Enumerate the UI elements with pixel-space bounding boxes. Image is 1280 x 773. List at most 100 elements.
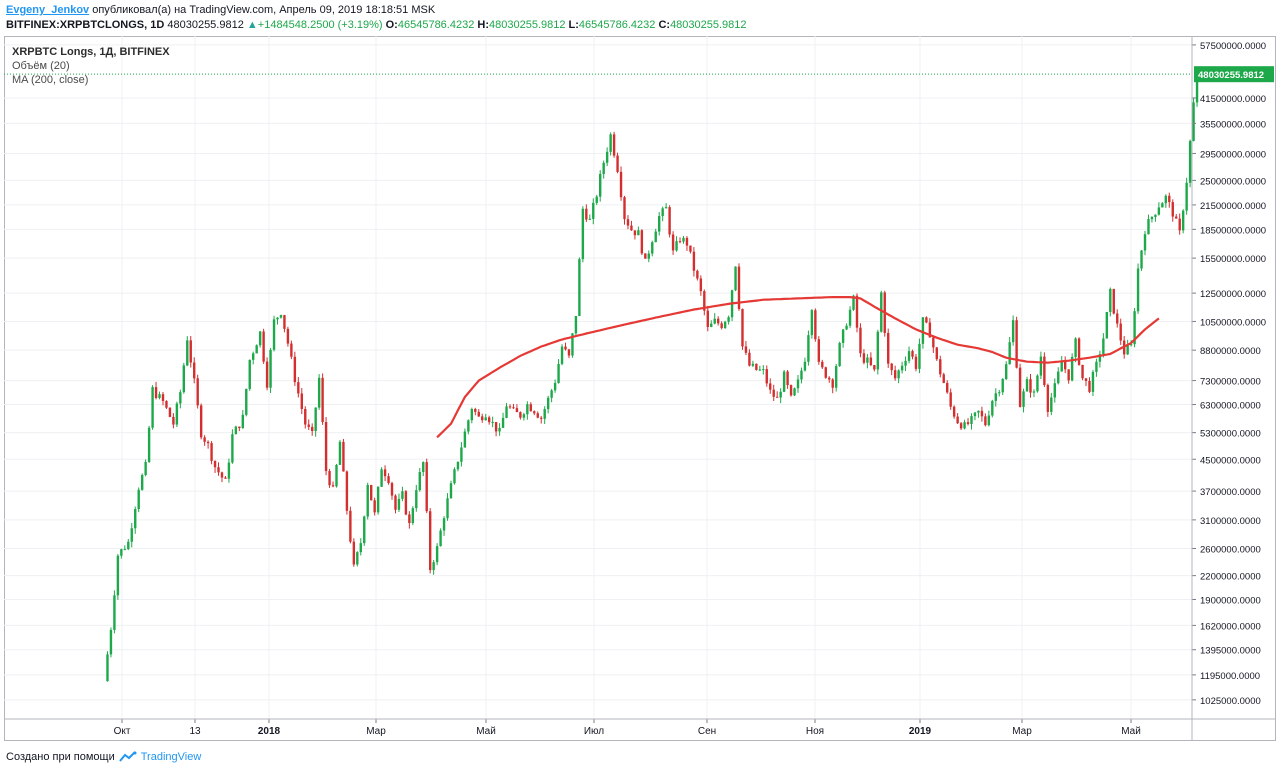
- candle-body: [900, 365, 904, 371]
- candle-body: [1039, 356, 1043, 376]
- candle-body: [342, 441, 345, 472]
- candle-body: [647, 253, 650, 259]
- price-chart[interactable]: Окт 13 2018 Мар Май Июл Сен Ноя 2019 Мар Май 575000…: [4, 36, 1276, 741]
- candle-body: [147, 427, 151, 462]
- candle-body: [1025, 379, 1029, 392]
- candle-body: [859, 327, 862, 354]
- y-tick-label: 1025000.0000: [1200, 696, 1261, 707]
- candle-body: [966, 422, 970, 424]
- candle-body: [626, 219, 630, 226]
- last-price: 48030255.9812: [167, 19, 244, 31]
- candle-body: [106, 654, 109, 682]
- candle-body: [619, 171, 623, 198]
- candle-body: [151, 387, 154, 428]
- candle-body: [255, 345, 258, 354]
- close-value: 48030255.9812: [670, 19, 747, 31]
- candle-body: [512, 407, 515, 409]
- candle-body: [1098, 354, 1102, 362]
- candle-body: [258, 331, 262, 346]
- candle-body: [1053, 383, 1056, 398]
- candle-body: [234, 426, 238, 435]
- candle-body: [769, 383, 772, 390]
- candle-body: [1032, 391, 1036, 393]
- candle-body: [779, 391, 782, 398]
- candle-body: [956, 416, 959, 424]
- candle-body: [238, 426, 241, 429]
- candle-body: [706, 310, 709, 327]
- candle-body: [557, 363, 560, 383]
- candle-body: [1147, 219, 1150, 235]
- y-tick-label: 6300000.0000: [1200, 401, 1261, 412]
- candle-body: [127, 541, 130, 550]
- y-tick-label: 2200000.0000: [1200, 572, 1261, 583]
- candle-body: [1060, 361, 1063, 372]
- candle-body: [359, 543, 362, 553]
- candle-body: [678, 241, 682, 243]
- candle-body: [633, 230, 637, 236]
- y-tick-label: 12500000.0000: [1200, 289, 1266, 300]
- candle-body: [501, 417, 505, 428]
- candle-body: [383, 469, 387, 477]
- candle-body: [401, 491, 404, 499]
- candle-body: [723, 321, 727, 329]
- author-link[interactable]: Evgeny_Jenkov: [6, 4, 90, 16]
- candle-body: [949, 392, 952, 407]
- grid: [4, 36, 1192, 719]
- candle-body: [248, 359, 251, 389]
- candle-body: [453, 469, 456, 484]
- candle-body: [369, 484, 373, 501]
- candle-body: [456, 461, 460, 470]
- candle-body: [550, 390, 553, 398]
- candle-body: [581, 208, 585, 260]
- candle-body: [203, 437, 206, 442]
- candle-body: [397, 498, 401, 510]
- candle-body: [716, 318, 720, 324]
- candle-body: [796, 379, 800, 389]
- candle-body: [564, 346, 567, 350]
- candle-body: [415, 490, 418, 509]
- candle-body: [786, 371, 789, 386]
- candle-body: [210, 443, 213, 461]
- candle-body: [411, 508, 415, 524]
- candle-body: [567, 349, 571, 356]
- x-tick-label: 2018: [258, 726, 281, 737]
- y-tick-label: 21500000.0000: [1200, 201, 1266, 212]
- candle-body: [1175, 216, 1178, 219]
- candle-body: [213, 460, 217, 468]
- candle-body: [814, 310, 817, 340]
- x-tick-label: Сен: [698, 726, 716, 737]
- candle-body: [272, 319, 276, 350]
- candle-body: [737, 266, 741, 309]
- tradingview-link[interactable]: TradingView: [118, 751, 201, 763]
- x-tick-label: Май: [1121, 726, 1141, 737]
- candle-body: [897, 370, 900, 379]
- candle-body: [491, 422, 494, 424]
- candle-body: [109, 629, 113, 655]
- candle-body: [300, 393, 303, 409]
- candle-body: [640, 230, 644, 254]
- candle-body: [1133, 311, 1136, 345]
- candle-body: [231, 434, 234, 463]
- candle-body: [467, 420, 470, 432]
- candle-body: [217, 467, 220, 473]
- candle-body: [658, 216, 661, 232]
- candle-body: [890, 363, 893, 371]
- candle-body: [373, 500, 376, 513]
- footer: Создано при помощи TradingView: [6, 751, 201, 763]
- legend-ma: MA (200, close): [12, 74, 89, 86]
- candle-body: [765, 369, 768, 384]
- y-tick-label: 10500000.0000: [1200, 317, 1266, 328]
- x-tick-label: Окт: [114, 726, 131, 737]
- candle-body: [1091, 371, 1095, 392]
- candle-body: [165, 400, 168, 408]
- candle-body: [1074, 338, 1077, 357]
- candle-body: [515, 408, 519, 413]
- candle-body: [116, 555, 120, 596]
- candle-body: [276, 317, 279, 320]
- candle-body: [904, 360, 907, 366]
- candle-body: [744, 346, 748, 353]
- candle-body: [297, 382, 300, 394]
- published-text: опубликовал(а) на TradingView.com, Апрел…: [92, 4, 436, 16]
- candle-body: [998, 392, 1001, 394]
- axes: Окт 13 2018 Мар Май Июл Сен Ноя 2019 Мар Май 575000…: [4, 36, 1276, 741]
